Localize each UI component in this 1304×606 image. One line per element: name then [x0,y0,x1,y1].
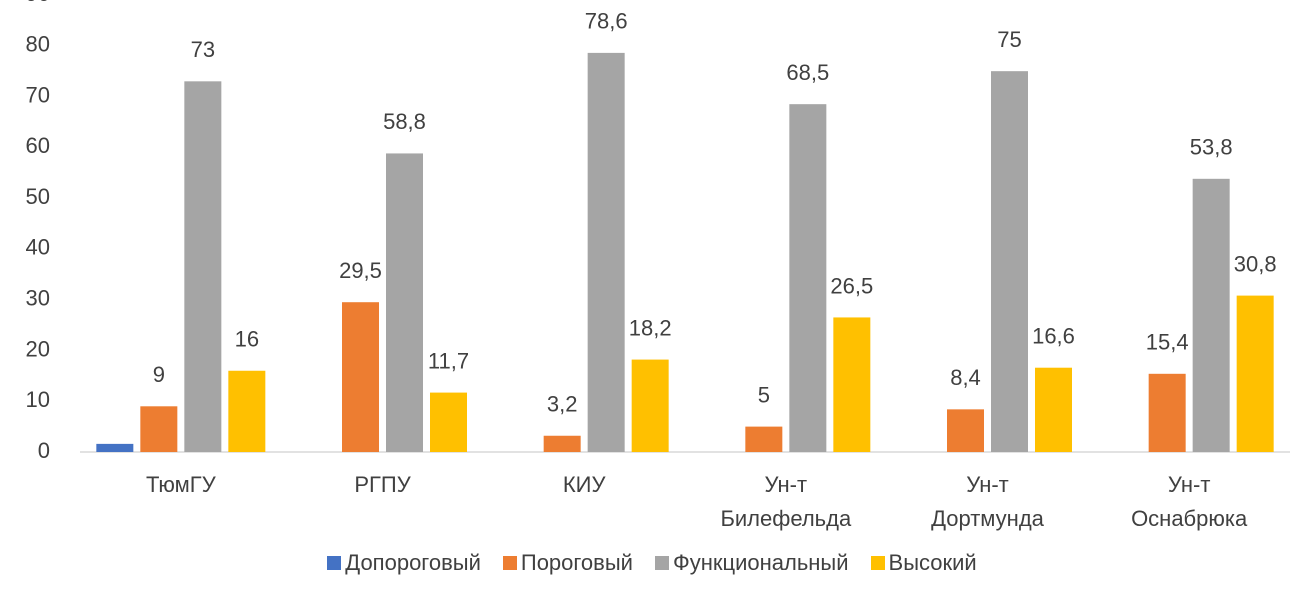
bar [96,443,134,452]
bar [833,317,871,452]
bar [631,359,669,452]
data-label: 3,2 [547,392,578,417]
legend: Допороговый Пороговый Функциональный Высоки… [0,550,1304,576]
legend-item: Пороговый [502,550,633,576]
legend-swatch [502,556,517,570]
bar [745,426,783,452]
legend-item: Высокий [870,550,977,576]
bar [228,370,266,452]
bar [587,52,625,453]
data-label: 16 [235,327,259,352]
bar [386,153,423,452]
bar [947,409,984,452]
legend-swatch [654,556,669,570]
y-tick-label: 50 [26,184,50,209]
data-label: 73 [191,37,215,62]
data-label: 78,6 [585,9,628,34]
legend-label: Пороговый [520,550,633,575]
x-tick-label: РГПУ [354,472,411,497]
bar [430,392,467,452]
bar [991,71,1028,453]
legend-item: Функциональный [654,550,849,576]
data-label: 8,4 [950,365,981,390]
data-label: 58,8 [383,109,426,134]
y-tick-label: 20 [26,336,50,361]
legend-swatch [327,556,342,570]
legend-swatch [870,556,885,570]
y-tick-label: 10 [26,387,50,412]
bar [1035,367,1072,452]
x-tick-label: Ун-т Дортмунда [931,472,1044,531]
y-tick-label: 80 [26,32,50,57]
y-tick-label: 90 [26,0,50,6]
legend-label: Высокий [888,550,977,575]
data-label: 9 [153,362,165,387]
x-tick-label: Ун-т Оснабрюка [1131,472,1248,531]
data-label: 15,4 [1146,330,1189,355]
data-label: 5 [758,382,770,407]
data-label: 30,8 [1234,251,1277,276]
y-tick-label: 70 [26,82,50,107]
y-tick-label: 40 [26,235,50,260]
bar [342,302,379,452]
bar [1236,295,1274,452]
data-label: 75 [997,27,1021,52]
data-label: 53,8 [1190,135,1233,160]
data-label: 16,6 [1032,324,1075,349]
bar [184,81,222,453]
y-tick-label: 60 [26,133,50,158]
data-label: 29,5 [339,258,382,283]
bar [789,104,827,452]
legend-item: Допороговый [327,550,481,576]
bar [543,435,581,452]
x-tick-label: КИУ [562,472,606,497]
data-label: 18,2 [629,315,672,340]
bar [140,406,178,452]
data-label: 11,7 [428,348,469,373]
x-tick-label: ТюмГУ [145,472,216,497]
legend-label: Допороговый [345,550,481,575]
data-label: 26,5 [830,273,873,298]
x-tick-label: Ун-т Билефельда [720,472,852,531]
y-tick-label: 30 [26,285,50,310]
legend-label: Функциональный [672,550,849,575]
bar [1192,178,1230,452]
data-label: 68,5 [786,60,829,85]
y-tick-label: 0 [38,438,50,463]
bar [1148,373,1186,452]
